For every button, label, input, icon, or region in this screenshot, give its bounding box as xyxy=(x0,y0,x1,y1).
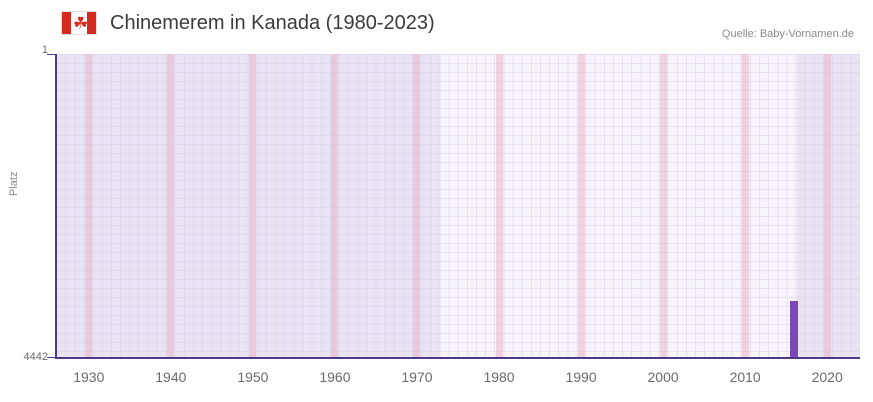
y-axis-title: Platz xyxy=(8,171,20,196)
page-title: Chinemerem in Kanada (1980-2023) xyxy=(110,12,435,34)
x-tick-label-1950: 1950 xyxy=(237,369,269,385)
gridline-2020 xyxy=(823,54,831,359)
maple-leaf-icon: ☘ xyxy=(73,14,89,33)
gridline-1950 xyxy=(249,54,257,359)
gridline-1990 xyxy=(577,54,585,359)
y-axis-bottom-label: 4442 xyxy=(23,351,48,363)
x-tick-label-1970: 1970 xyxy=(401,369,433,385)
bar-2016[interactable] xyxy=(790,301,799,359)
x-tick-label-1940: 1940 xyxy=(155,369,187,385)
x-axis-line xyxy=(56,357,860,359)
y-axis-top-label: 1 xyxy=(41,44,48,56)
gridline-2010 xyxy=(741,54,749,359)
y-axis-tick-bottom xyxy=(47,357,55,358)
x-tick-label-1960: 1960 xyxy=(319,369,351,385)
canada-flag-icon: ☘ xyxy=(61,11,97,35)
gridline-1980 xyxy=(495,54,503,359)
minor-gridlines xyxy=(56,54,860,359)
flag-left-band xyxy=(62,12,71,34)
chart-header: ☘ Chinemerem in Kanada (1980-2023) Quell… xyxy=(0,0,873,45)
plot-area xyxy=(56,54,860,359)
y-axis-tick-top xyxy=(47,54,55,55)
gridline-1960 xyxy=(331,54,339,359)
gridline-2000 xyxy=(659,54,667,359)
flag-right-band xyxy=(87,12,96,34)
y-axis-line xyxy=(55,54,57,359)
shaded-band-early xyxy=(56,54,440,359)
source-credit: Quelle: Baby-Vornamen.de xyxy=(721,28,854,40)
x-tick-label-1990: 1990 xyxy=(565,369,597,385)
x-tick-label-2010: 2010 xyxy=(729,369,761,385)
gridline-1970 xyxy=(413,54,421,359)
x-tick-label-2020: 2020 xyxy=(811,369,843,385)
gridline-1940 xyxy=(167,54,175,359)
gridline-1930 xyxy=(85,54,93,359)
x-tick-label-1930: 1930 xyxy=(73,369,105,385)
x-tick-label-2000: 2000 xyxy=(647,369,679,385)
x-tick-label-1980: 1980 xyxy=(483,369,515,385)
